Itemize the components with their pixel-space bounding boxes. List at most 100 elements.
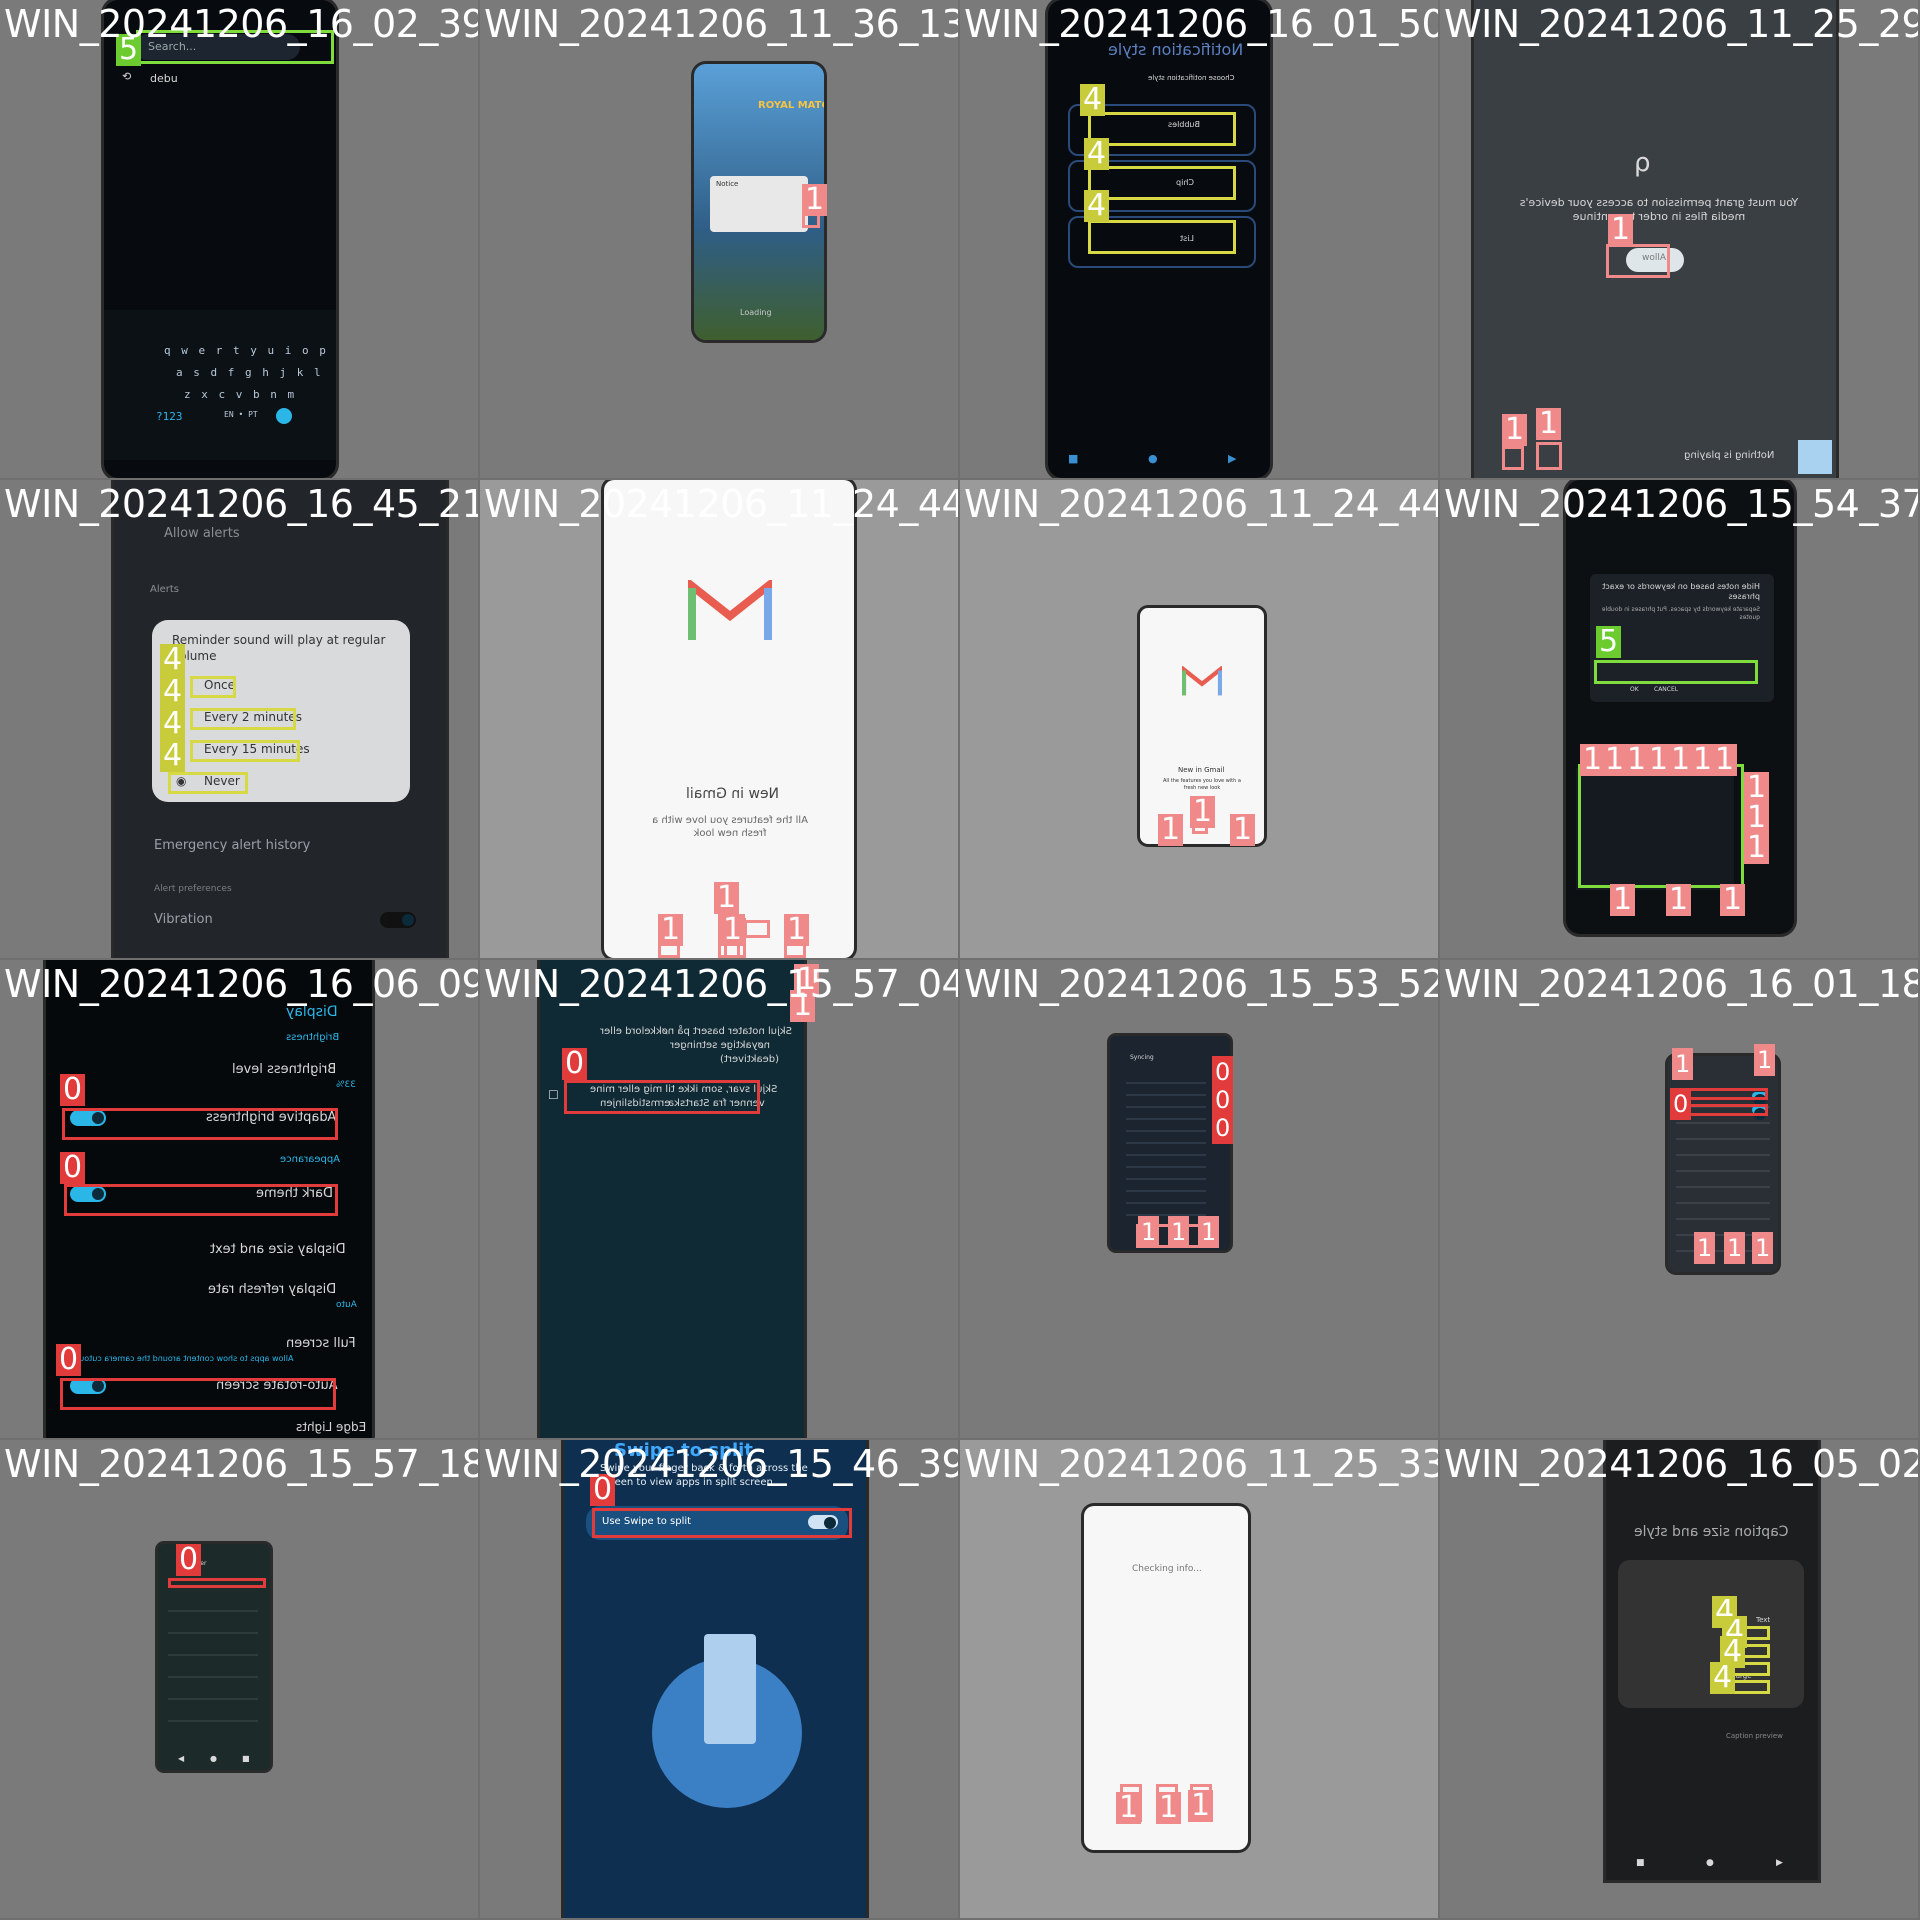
- vibration-toggle[interactable]: [380, 912, 416, 928]
- nav-home-icon[interactable]: ●: [1148, 452, 1158, 465]
- annotation-box: [592, 1508, 852, 1538]
- allow-button[interactable]: Allow: [1626, 248, 1684, 272]
- annotation-label: 1: [1646, 744, 1672, 776]
- nav-back-icon[interactable]: ▶: [1228, 452, 1237, 465]
- toggle-label: Use Swipe to split: [602, 1516, 692, 1527]
- media-icon: ρ: [1634, 148, 1651, 178]
- annotation-label: 1: [1610, 884, 1636, 916]
- brightness-level[interactable]: Brightness level: [232, 1062, 337, 1077]
- annotation-label: 1: [1744, 832, 1770, 864]
- phone-screen: Syncing: [1110, 1036, 1230, 1250]
- annotation-box: [1502, 446, 1524, 470]
- checkbox-icon[interactable]: ☐: [548, 1088, 559, 1102]
- cancel-button[interactable]: CANCEL: [1654, 686, 1679, 693]
- section-brightness: Brightness: [286, 1032, 340, 1043]
- annotation-box: [1088, 112, 1236, 146]
- tile-5: WIN_20241206_16_45_21_Pro.jpg Allow aler…: [0, 480, 478, 958]
- keyboard: [1576, 768, 1734, 890]
- annotation-box: [62, 1108, 338, 1140]
- annotation-label: 1: [1198, 1216, 1220, 1248]
- annotation-label: 1: [1720, 884, 1746, 916]
- phone-screen: Search... ⟲ debu q w e r t y u i o p a s…: [104, 0, 336, 478]
- search-placeholder: Search...: [148, 40, 197, 53]
- tile-14: WIN_20241206_15_46_39_Pro.jpg Swipe to s…: [480, 1440, 958, 1918]
- adaptive-toggle[interactable]: [70, 1110, 106, 1126]
- option-once[interactable]: Once: [204, 678, 236, 692]
- enter-key[interactable]: [276, 408, 292, 424]
- screen-title: Swipe to split: [614, 1440, 753, 1461]
- annotation-label: 1: [1190, 796, 1216, 828]
- nav-home-icon[interactable]: ●: [210, 1754, 217, 1763]
- annotation-box: [1088, 220, 1236, 254]
- brightness-value: 33%: [336, 1080, 357, 1090]
- option-card[interactable]: [1068, 160, 1256, 212]
- emergency-history[interactable]: Emergency alert history: [154, 838, 311, 853]
- auto-rotate-toggle[interactable]: [70, 1378, 106, 1394]
- history-item[interactable]: debu: [150, 72, 178, 85]
- nav-back-icon[interactable]: ▶: [1776, 1858, 1783, 1868]
- annotation-label: 1: [784, 914, 810, 946]
- screen-title: Display: [286, 1004, 338, 1020]
- swipe-toggle-row[interactable]: Use Swipe to split: [586, 1506, 848, 1540]
- annotation-label: 1: [1158, 814, 1184, 846]
- annotation-label: 1: [1230, 814, 1256, 846]
- keyboard-row-3[interactable]: z x c v b n m: [184, 388, 297, 401]
- swipe-toggle[interactable]: [808, 1515, 838, 1529]
- nav-recents-icon[interactable]: ■: [1636, 1858, 1645, 1868]
- annotation-label: 1: [1168, 1216, 1190, 1248]
- keyboard-space[interactable]: EN • PT: [224, 410, 258, 419]
- option-15-min[interactable]: Every 15 minutes: [204, 742, 310, 756]
- option-2-min[interactable]: Every 2 minutes: [204, 710, 302, 724]
- annotation-label: 0: [176, 1544, 202, 1576]
- alerts-header: Alerts: [150, 584, 180, 595]
- annotation-label: 1: [1502, 414, 1528, 446]
- nav-back-icon[interactable]: ◀: [178, 1754, 185, 1763]
- annotation-box: [1578, 764, 1744, 888]
- tile-8: WIN_20241206_15_54_37_Pro.jpg Hide notes…: [1440, 480, 1918, 958]
- tile-title: WIN_20241206_11_36_13_Pro.jpg: [484, 2, 958, 46]
- tile-12: WIN_20241206_16_01_18_Pro.jpg 0 1 1 1 1 …: [1440, 960, 1918, 1438]
- dialog-title: Hide notes based on keywords or exact ph…: [1602, 582, 1760, 601]
- option-never[interactable]: Never: [204, 774, 240, 788]
- option-card[interactable]: [1068, 216, 1256, 268]
- annotation-box: [64, 1184, 338, 1216]
- full-screen[interactable]: Full screen: [286, 1336, 356, 1351]
- annotation-label: 1: [1156, 1792, 1182, 1824]
- notice-dialog: Notice: [710, 176, 808, 232]
- ok-button[interactable]: OK: [1630, 686, 1639, 693]
- tile-2: WIN_20241206_11_36_13_Pro.jpg ROYAL MATC…: [480, 0, 958, 478]
- desc-line-2: nøyaktige setninger: [670, 1040, 771, 1051]
- keyboard-num-key[interactable]: ?123: [156, 410, 183, 423]
- phone-screen: Display Brightness Brightness level 33% …: [46, 960, 372, 1438]
- nav-home-icon[interactable]: ●: [1706, 1858, 1714, 1868]
- annotation-label: 1: [1580, 744, 1606, 776]
- refresh-rate[interactable]: Display refresh rate: [208, 1282, 337, 1297]
- nav-recents-icon[interactable]: ■: [1068, 452, 1079, 465]
- tile-15: WIN_20241206_11_25_33_Pro.jpg Checking i…: [960, 1440, 1438, 1918]
- annotation-box: [744, 920, 770, 938]
- headline: New in Gmail: [1178, 766, 1225, 774]
- display-size[interactable]: Display size and text: [210, 1242, 346, 1257]
- caption-preview: Caption preview: [1726, 1732, 1783, 1740]
- radio-selected-icon[interactable]: ◉: [176, 774, 187, 788]
- search-bar[interactable]: Search...: [134, 34, 300, 60]
- annotation-label: 1: [1690, 744, 1716, 776]
- keyboard-row-2[interactable]: a s d f g h j k l: [176, 366, 323, 379]
- option-card[interactable]: [1068, 104, 1256, 156]
- body-text: All the features you love with a fresh n…: [652, 815, 808, 839]
- dark-theme-toggle[interactable]: [70, 1186, 106, 1202]
- text-label: Text: [1756, 1616, 1771, 1624]
- tile-4: WIN_20241206_11_25_29_Pro.jpg ρ You must…: [1440, 0, 1918, 478]
- phone-screen: New in Gmail All the features you love w…: [604, 480, 854, 958]
- keyboard-row-1[interactable]: q w e r t y u i o p: [164, 344, 328, 357]
- screen-desc: Swipe your finger back & forth across th…: [600, 1463, 808, 1488]
- tile-title: WIN_20241206_16_01_18_Pro.jpg: [1444, 962, 1918, 1006]
- annotation-box: [168, 772, 248, 794]
- nav-recents-icon[interactable]: ■: [242, 1754, 250, 1763]
- tile-title: WIN_20241206_16_06_09_Pro.jpg: [4, 962, 478, 1006]
- sound-dialog: Reminder sound will play at regular volu…: [152, 620, 410, 802]
- annotation-label: 4: [160, 740, 186, 772]
- edge-lights[interactable]: Edge Lights: [296, 1420, 367, 1434]
- tile-3: WIN_20241206_16_01_50_Pro.jpg Notificati…: [960, 0, 1438, 478]
- annotation-box: [190, 708, 296, 730]
